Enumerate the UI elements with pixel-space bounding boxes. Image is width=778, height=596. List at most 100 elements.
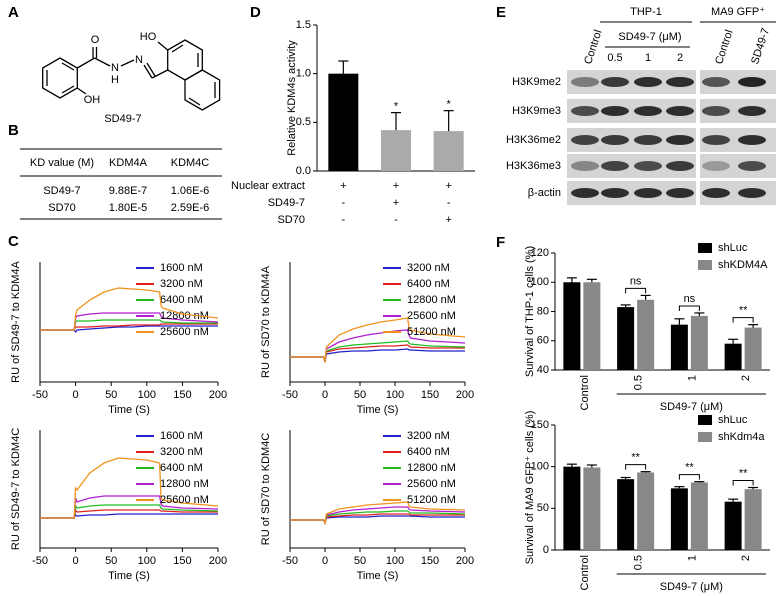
treatment-sign: +	[393, 197, 399, 209]
y-tick-label: 100	[531, 276, 549, 288]
line-series	[290, 501, 466, 526]
legend-label: 25600 nM	[160, 326, 209, 338]
line-series	[290, 513, 465, 525]
significance: ns	[630, 275, 642, 287]
significance: **	[739, 305, 748, 317]
line-series	[290, 317, 466, 363]
bar	[583, 467, 601, 550]
blot-band	[702, 135, 730, 145]
legend-label: 12800 nM	[160, 478, 209, 490]
blot-band	[571, 77, 599, 87]
bar	[563, 466, 581, 550]
significance: **	[631, 452, 640, 464]
x-axis-label: Time (S)	[108, 570, 150, 582]
y-tick-label: 40	[537, 364, 549, 376]
line-series	[290, 344, 465, 363]
bar	[690, 482, 708, 550]
bar	[670, 488, 688, 550]
cell-line-label: MA9 GFP⁺	[711, 6, 765, 18]
blot-band	[738, 188, 766, 198]
legend-label: 12800 nM	[160, 310, 209, 322]
x-tick-label: -50	[32, 389, 48, 401]
legend-label: 6400 nM	[160, 462, 203, 474]
line-series	[40, 504, 219, 519]
treatment-sign: -	[447, 197, 451, 209]
blot-band	[702, 161, 730, 171]
blot-band	[702, 77, 730, 87]
line-series	[40, 323, 218, 331]
x-tick-label: 150	[421, 555, 439, 567]
legend-label: 51200 nM	[407, 326, 456, 338]
bar	[433, 131, 464, 171]
lane-label: 2	[677, 52, 683, 64]
blot-band	[571, 188, 599, 198]
bar	[637, 299, 655, 370]
x-tick-label: 0	[73, 389, 79, 401]
structure	[42, 39, 221, 111]
blot-band	[702, 188, 730, 198]
bar	[637, 472, 655, 550]
panel-label: A	[8, 4, 19, 21]
treatment-sign: +	[340, 180, 346, 192]
x-axis-label: SD49-7 (μM)	[660, 581, 723, 593]
y-tick-label: 50	[537, 502, 549, 514]
atom-label: N	[135, 54, 143, 66]
bar	[670, 324, 688, 370]
significance-bracket	[625, 464, 647, 470]
blot-band	[571, 161, 599, 171]
line-series	[40, 287, 219, 331]
legend-label: 6400 nM	[407, 446, 450, 458]
legend-label: 25600 nM	[407, 310, 456, 322]
legend-swatch	[698, 243, 712, 253]
x-axis-label: Time (S)	[108, 404, 150, 416]
protein-label: H3K36me3	[506, 160, 561, 172]
significance-bracket	[625, 287, 647, 294]
y-axis-label: RU of SD49-7 to KDM4A	[10, 261, 22, 383]
significance-bracket	[732, 480, 754, 486]
legend-swatch	[698, 260, 712, 270]
lane-label: 0.5	[607, 52, 622, 64]
x-tick-label: 100	[386, 389, 404, 401]
atom-label: H	[111, 74, 119, 86]
blot-band	[666, 77, 694, 87]
lane-label: 1	[645, 52, 651, 64]
treatment-label: Nuclear extract	[231, 180, 305, 192]
line-series	[40, 325, 218, 334]
legend-label: 6400 nM	[160, 294, 203, 306]
significance: **	[685, 462, 694, 474]
legend-label: 12800 nM	[407, 294, 456, 306]
x-tick-label: 50	[105, 555, 117, 567]
legend-label: 12800 nM	[407, 462, 456, 474]
treatment-label: SD49-7 (μM)	[618, 31, 681, 43]
table-cell: SD70	[48, 202, 76, 214]
significance: ns	[684, 293, 696, 305]
x-tick-label: 0	[73, 555, 79, 567]
x-tick-label: 1	[686, 555, 698, 561]
table-header: KDM4C	[171, 157, 210, 169]
treatment-sign: -	[341, 214, 345, 226]
table-header: KDM4A	[109, 157, 148, 169]
x-axis-label: SD49-7 (μM)	[660, 401, 723, 413]
treatment-label: SD70	[277, 214, 305, 226]
x-axis-label: Time (S)	[357, 404, 399, 416]
line-series	[40, 457, 219, 519]
treatment-sign: +	[445, 214, 451, 226]
legend-label: 51200 nM	[407, 494, 456, 506]
protein-label: β-actin	[528, 187, 561, 199]
x-tick-label: -50	[32, 555, 48, 567]
significance-bracket	[732, 317, 754, 323]
line-series	[290, 348, 465, 363]
bar	[744, 489, 762, 550]
blot-band	[738, 77, 766, 87]
blot-band	[634, 106, 662, 116]
y-tick-label: 0.5	[296, 116, 311, 128]
significance: *	[447, 99, 452, 111]
y-tick-label: 60	[537, 335, 549, 347]
bar	[583, 282, 601, 370]
blot-band	[738, 135, 766, 145]
compound-name: SD49-7	[104, 113, 141, 125]
legend-label: 3200 nM	[407, 430, 450, 442]
x-axis-label: Time (S)	[357, 570, 399, 582]
x-tick-label: 200	[456, 555, 474, 567]
significance-bracket	[678, 305, 700, 311]
